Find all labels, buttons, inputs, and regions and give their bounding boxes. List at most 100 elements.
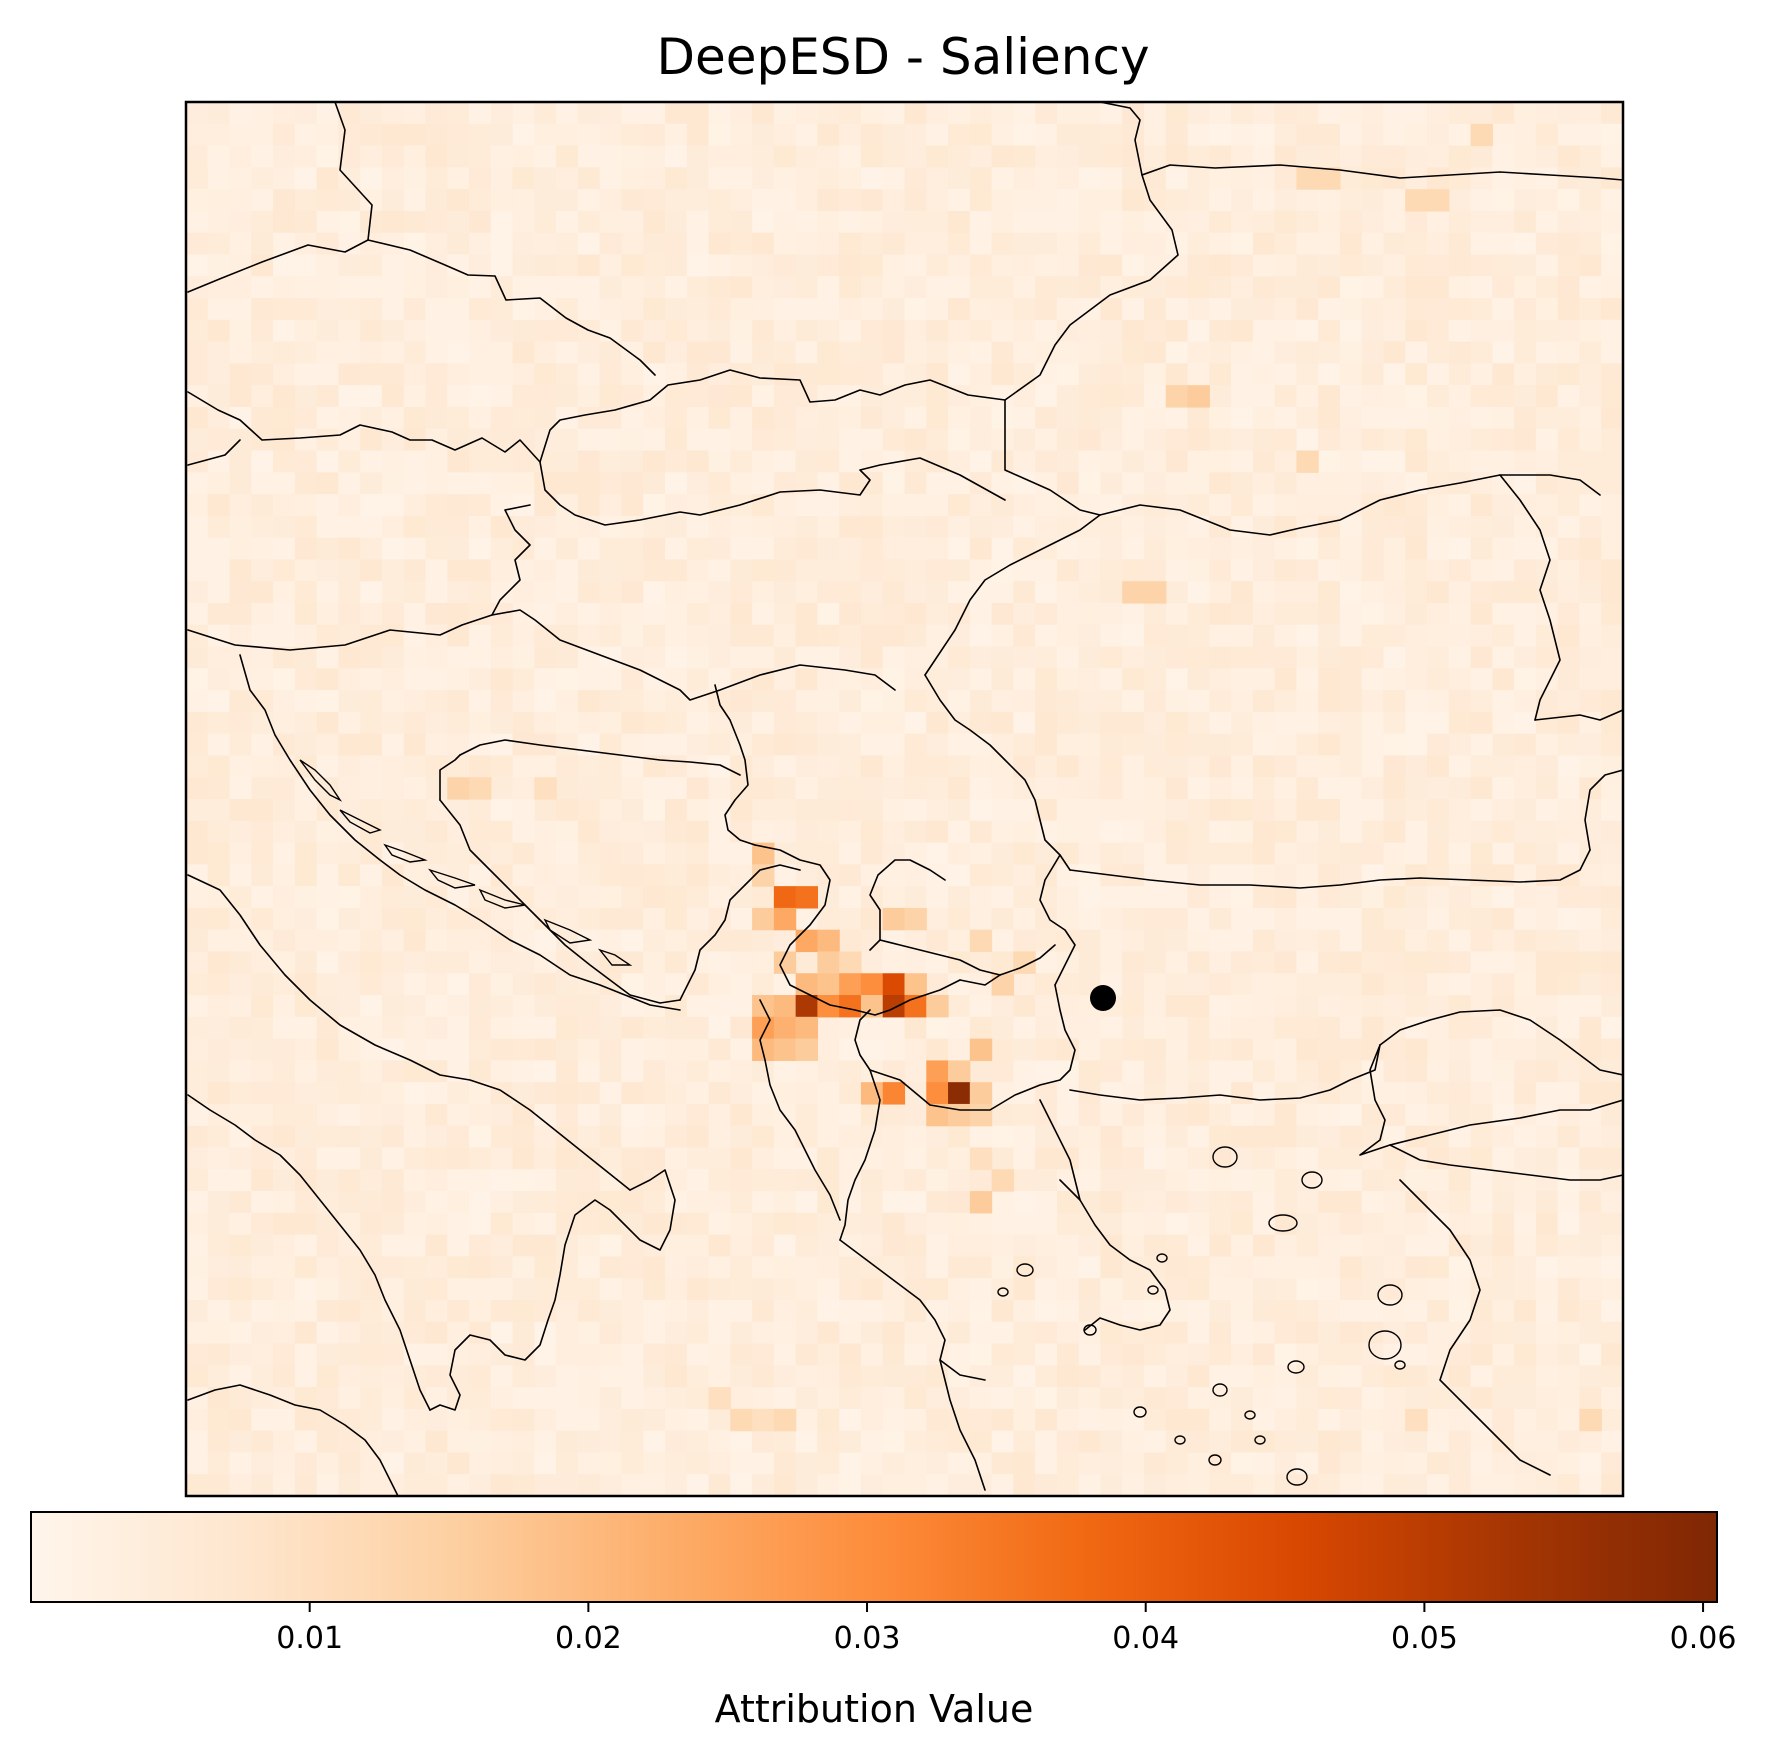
- heatmap-cell: [1035, 167, 1057, 189]
- heatmap-cell: [230, 821, 252, 843]
- heatmap-cell: [447, 211, 469, 233]
- heatmap-cell: [382, 930, 404, 952]
- heatmap-cell: [360, 886, 382, 908]
- heatmap-cell: [861, 734, 883, 756]
- heatmap-cell: [970, 342, 992, 364]
- heatmap-cell: [1013, 712, 1035, 734]
- heatmap-cell: [1188, 1148, 1210, 1170]
- heatmap-cell: [905, 1300, 927, 1322]
- heatmap-cell: [1405, 821, 1427, 843]
- heatmap-cell: [861, 690, 883, 712]
- heatmap-cell: [926, 712, 948, 734]
- heatmap-cell: [491, 494, 513, 516]
- heatmap-cell: [1601, 1431, 1623, 1453]
- heatmap-cell: [338, 494, 360, 516]
- heatmap-cell: [578, 1409, 600, 1431]
- heatmap-cell: [1057, 298, 1079, 320]
- heatmap-cell: [317, 1039, 339, 1061]
- heatmap-cell: [469, 1039, 491, 1061]
- heatmap-cell: [883, 690, 905, 712]
- heatmap-cell: [1275, 254, 1297, 276]
- heatmap-cell: [1275, 690, 1297, 712]
- heatmap-cell: [905, 1148, 927, 1170]
- heatmap-cell: [730, 559, 752, 581]
- heatmap-cell: [404, 472, 426, 494]
- heatmap-cell: [404, 1322, 426, 1344]
- heatmap-cell: [1362, 864, 1384, 886]
- heatmap-cell: [1405, 124, 1427, 146]
- heatmap-cell: [426, 298, 448, 320]
- heatmap-cell: [317, 581, 339, 603]
- heatmap-cell: [1057, 1213, 1079, 1235]
- heatmap-cell: [774, 429, 796, 451]
- heatmap-cell: [1514, 451, 1536, 473]
- heatmap-cell: [1253, 320, 1275, 342]
- heatmap-cell: [905, 559, 927, 581]
- heatmap-cell: [1079, 233, 1101, 255]
- heatmap-cell: [926, 973, 948, 995]
- heatmap-cell: [730, 1169, 752, 1191]
- heatmap-cell: [883, 1431, 905, 1453]
- heatmap-cell: [839, 1365, 861, 1387]
- heatmap-cell: [426, 167, 448, 189]
- heatmap-cell: [1166, 1126, 1188, 1148]
- heatmap-cell: [317, 668, 339, 690]
- heatmap-cell: [491, 298, 513, 320]
- heatmap-cell: [1275, 167, 1297, 189]
- heatmap-cell: [251, 734, 273, 756]
- heatmap-cell: [1079, 538, 1101, 560]
- heatmap-cell: [1318, 211, 1340, 233]
- heatmap-cell: [1427, 1431, 1449, 1453]
- heatmap-cell: [295, 407, 317, 429]
- heatmap-cell: [338, 559, 360, 581]
- heatmap-cell-highlight: [839, 995, 861, 1017]
- heatmap-cell: [1514, 973, 1536, 995]
- heatmap-cell: [752, 1365, 774, 1387]
- heatmap-cell: [839, 102, 861, 124]
- heatmap-cell: [1492, 1474, 1514, 1496]
- heatmap-cell: [1166, 538, 1188, 560]
- heatmap-cell: [1296, 1409, 1318, 1431]
- heatmap-cell: [992, 429, 1014, 451]
- heatmap-cell: [948, 211, 970, 233]
- heatmap-cell: [426, 821, 448, 843]
- heatmap-cell: [1340, 821, 1362, 843]
- heatmap-cell: [1579, 146, 1601, 168]
- heatmap-cell: [1340, 1300, 1362, 1322]
- heatmap-cell: [817, 777, 839, 799]
- heatmap-cell: [1166, 254, 1188, 276]
- heatmap-cell: [752, 799, 774, 821]
- heatmap-cell: [1362, 821, 1384, 843]
- heatmap-cell: [709, 1082, 731, 1104]
- heatmap-cell: [1188, 1409, 1210, 1431]
- heatmap-cell: [382, 755, 404, 777]
- heatmap-cell: [534, 843, 556, 865]
- heatmap-cell: [730, 625, 752, 647]
- heatmap-cell: [1144, 1387, 1166, 1409]
- heatmap-cell: [469, 581, 491, 603]
- heatmap-cell: [817, 1278, 839, 1300]
- heatmap-cell-highlight: [1188, 385, 1210, 407]
- heatmap-cell: [1144, 690, 1166, 712]
- heatmap-cell: [1449, 189, 1471, 211]
- heatmap-cell: [1253, 167, 1275, 189]
- heatmap-cell: [817, 668, 839, 690]
- heatmap-cell: [1144, 1039, 1166, 1061]
- heatmap-cell: [317, 233, 339, 255]
- heatmap-cell: [1558, 1235, 1580, 1257]
- heatmap-cell: [578, 821, 600, 843]
- heatmap-cell: [926, 342, 948, 364]
- heatmap-cell: [709, 146, 731, 168]
- heatmap-cell: [1514, 189, 1536, 211]
- heatmap-cell: [621, 864, 643, 886]
- heatmap-cell: [556, 146, 578, 168]
- heatmap-cell: [839, 451, 861, 473]
- heatmap-cell: [883, 1235, 905, 1257]
- heatmap-cell: [360, 298, 382, 320]
- heatmap-cell: [883, 1300, 905, 1322]
- heatmap-cell: [447, 668, 469, 690]
- heatmap-cell: [600, 276, 622, 298]
- heatmap-cell: [317, 559, 339, 581]
- heatmap-cell: [338, 167, 360, 189]
- heatmap-cell: [687, 843, 709, 865]
